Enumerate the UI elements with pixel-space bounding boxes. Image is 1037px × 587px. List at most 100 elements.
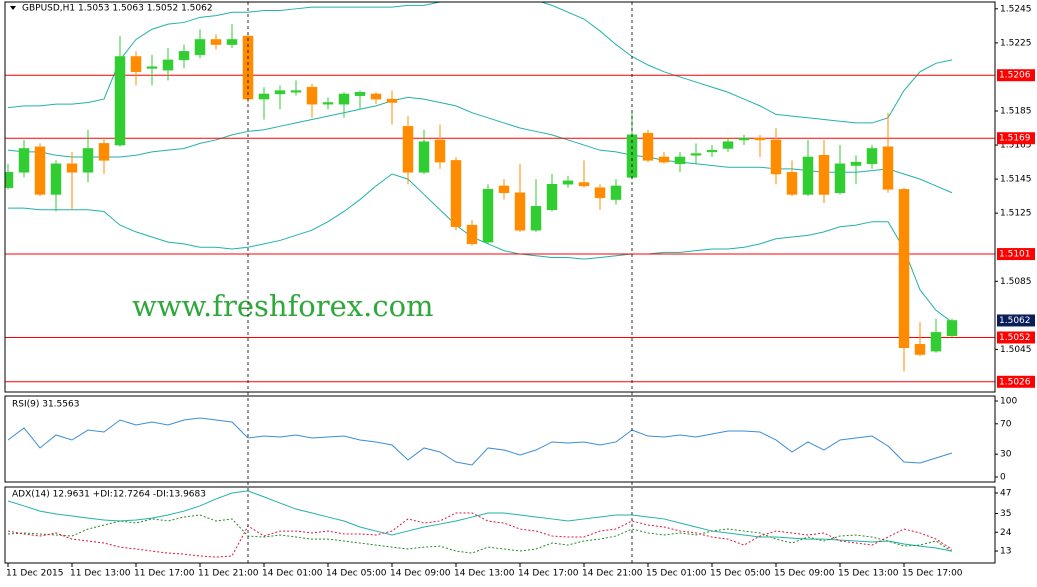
level-label-bg (997, 69, 1035, 82)
x-tick-label: 14 Dec 17:00 (518, 569, 579, 579)
candle-body (50, 163, 62, 195)
candle-body (818, 155, 830, 195)
x-tick-label: 15 Dec 17:00 (902, 569, 963, 579)
main-panel (5, 2, 995, 383)
candle-body (290, 90, 302, 93)
candle-body (178, 51, 190, 61)
candle-body (450, 160, 462, 228)
y-tick-label: 1.5245 (1000, 4, 1032, 14)
x-tick-label: 11 Dec 21:00 (198, 569, 259, 579)
candle-body (130, 56, 142, 73)
candle-body (946, 320, 958, 337)
candle-body (482, 189, 494, 243)
indicator-line (7, 490, 953, 552)
x-tick-label: 14 Dec 05:00 (326, 569, 387, 579)
x-tick-label: 15 Dec 05:00 (710, 569, 771, 579)
candle-body (434, 139, 446, 163)
y-tick-label: 1.5225 (1000, 38, 1032, 48)
level-label-bg (997, 132, 1035, 145)
candle-body (850, 161, 862, 166)
candle-body (274, 90, 286, 95)
candle-body (498, 185, 510, 193)
candle-body (354, 92, 366, 96)
candle-body (18, 148, 30, 173)
x-tick-label: 15 Dec 09:00 (774, 569, 835, 579)
axes: 1.5245 1.5225 1.5185 1.5165 1.5145 1.5125 1.50… (6, 4, 1035, 579)
last-price-bg (997, 314, 1035, 327)
level-label: 1.5026 (999, 377, 1031, 387)
candle-body (530, 206, 542, 231)
candle-body (322, 102, 334, 105)
last-price-label: 1.5062 (999, 316, 1031, 326)
y-tick-label: 1.5145 (1000, 175, 1032, 185)
y-tick-label: 1.5045 (1000, 345, 1032, 355)
adx-panel (7, 490, 953, 558)
x-tick-label: 15 Dec 13:00 (838, 569, 899, 579)
candle-body (898, 189, 910, 348)
candle-body (370, 93, 382, 100)
candle-body (34, 146, 46, 195)
candle-body (162, 59, 174, 71)
candle-body (754, 137, 766, 141)
candle-body (82, 148, 94, 173)
candle-body (114, 56, 126, 146)
candle-body (306, 86, 318, 105)
candle-body (578, 182, 590, 187)
candle-body (722, 141, 734, 149)
adx-title: ADX(14) 12.9631 +DI:12.7264 -DI:13.9683 (12, 490, 206, 500)
y-tick-label: 70 (1000, 419, 1012, 429)
level-label: 1.5169 (999, 134, 1031, 144)
x-tick-label: 11 Dec 17:00 (134, 569, 195, 579)
candle-body (930, 332, 942, 352)
candle-body (834, 163, 846, 193)
candle-body (5, 172, 14, 188)
band-middle (7, 96, 953, 194)
candle-body (194, 39, 206, 56)
rsi-title: RSI(9) 31.5563 (12, 400, 79, 410)
x-tick-label: 11 Dec 13:00 (70, 569, 131, 579)
x-tick-label: 14 Dec 13:00 (454, 569, 515, 579)
level-label-bg (997, 375, 1035, 388)
y-tick-label: 24 (1000, 528, 1012, 538)
candle-body (66, 163, 78, 173)
y-tick-label: 100 (1000, 397, 1017, 407)
x-tick-label: 14 Dec 09:00 (390, 569, 451, 579)
candle-body (546, 183, 558, 211)
candle-body (802, 156, 814, 195)
rsi-frame (4, 395, 996, 483)
y-tick-label: 47 (1000, 488, 1011, 498)
x-tick-label: 15 Dec 01:00 (646, 569, 707, 579)
level-label: 1.5101 (999, 250, 1031, 260)
y-tick-label: 1.5165 (1000, 141, 1032, 151)
level-label-bg (997, 248, 1035, 261)
candle-body (690, 153, 702, 156)
adx-frame (4, 486, 996, 564)
candle-body (514, 192, 526, 231)
candle-body (674, 156, 686, 165)
candle-body (866, 148, 878, 165)
indicator-line (7, 512, 953, 558)
candle-body (210, 39, 222, 45)
level-label: 1.5052 (999, 333, 1031, 343)
x-tick-label: 14 Dec 01:00 (262, 569, 323, 579)
candle-body (402, 126, 414, 173)
candle-body (914, 344, 926, 355)
main-title: GBPUSD,H1 1.5053 1.5063 1.5052 1.5062 (22, 4, 213, 14)
indicator-line (7, 514, 953, 554)
menu-triangle (10, 6, 16, 10)
candle-body (642, 132, 654, 161)
level-label-bg (997, 331, 1035, 344)
candle-body (258, 93, 270, 100)
candle-body (226, 39, 238, 45)
candle-body (386, 98, 398, 103)
candle-body (146, 66, 158, 69)
x-tick-label: 14 Dec 21:00 (582, 569, 643, 579)
candle-body (786, 172, 798, 195)
band-upper (7, 2, 953, 124)
y-tick-label: 1.5085 (1000, 277, 1032, 287)
y-tick-label: 35 (1000, 509, 1011, 519)
y-tick-label: 0 (1000, 472, 1006, 482)
candle-body (98, 143, 110, 161)
